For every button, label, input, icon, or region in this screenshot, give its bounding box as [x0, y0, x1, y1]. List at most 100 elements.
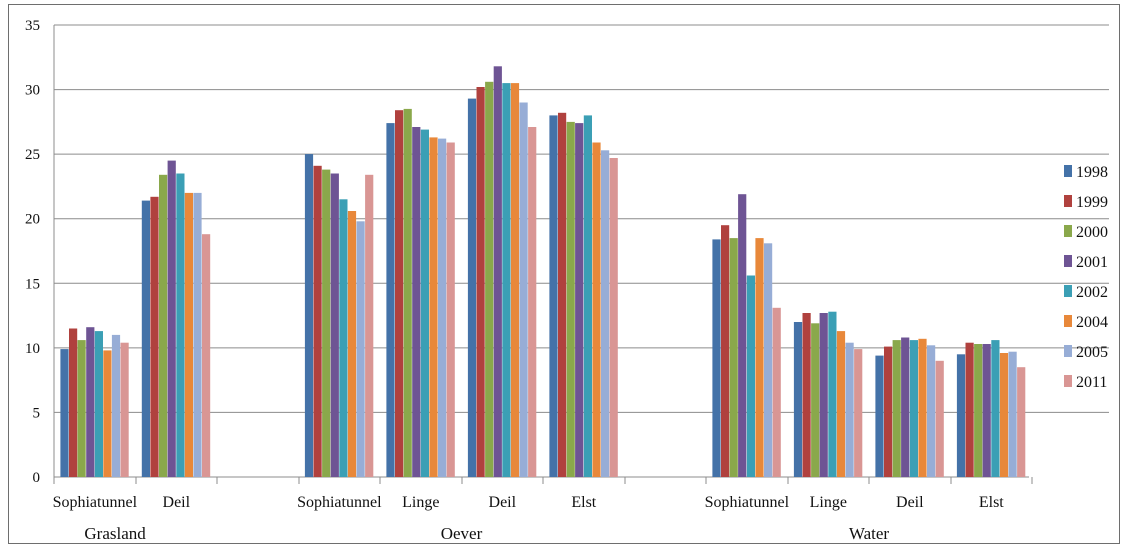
x-group-label: Water [849, 524, 889, 543]
bar-water-elst-2000 [974, 344, 983, 477]
bar-oever-deil-2000 [485, 81, 494, 478]
bar-oever-deil-2004 [510, 83, 520, 477]
bar-grasland-deil-2011 [202, 234, 211, 477]
bar-grasland-sophiatunnel-2001 [86, 327, 95, 477]
bar-water-deil-1998 [875, 355, 884, 477]
legend-swatch-2005 [1064, 345, 1072, 357]
x-category-label: Elst [979, 494, 1004, 511]
bar-water-deil-2011 [935, 360, 944, 477]
bar-oever-elst-2001 [575, 123, 584, 477]
bar-water-elst-2001 [982, 344, 991, 477]
x-group-label: Grasland [84, 524, 146, 543]
bar-oever-elst-2004 [592, 142, 601, 477]
y-tick-label: 25 [25, 147, 40, 163]
bar-oever-sophiatunnel-2001 [330, 173, 339, 477]
y-tick-label: 5 [33, 405, 41, 421]
bar-oever-linge-2000 [403, 108, 412, 478]
bar-oever-elst-2000 [566, 121, 575, 478]
y-tick-label: 0 [33, 470, 41, 486]
bar-water-sophiatunnel-2000 [729, 238, 738, 477]
bar-water-deil-2000 [892, 340, 901, 477]
bar-grasland-sophiatunnel-2011 [120, 342, 129, 477]
bar-oever-sophiatunnel-2000 [322, 169, 331, 477]
x-category-label: Deil [489, 494, 517, 511]
bar-water-linge-1999 [802, 313, 811, 477]
bar-water-linge-2000 [811, 323, 820, 477]
chart-frame: 0 5 10 15 20 25 30 35 Sophiatunnel Deil Sophiatunn… [8, 4, 1120, 544]
bar-grasland-deil-1998 [141, 200, 150, 477]
legend-label: 1998 [1076, 164, 1108, 181]
bar-grasland-sophiatunnel-1998 [60, 349, 69, 477]
bar-grasland-deil-2000 [159, 174, 168, 478]
bar-oever-elst-1998 [549, 115, 558, 478]
bar-oever-deil-1999 [476, 87, 485, 477]
bar-oever-linge-1998 [386, 123, 395, 477]
legend-swatch-1998 [1064, 165, 1072, 177]
bar-oever-deil-2001 [493, 66, 502, 478]
bar-oever-elst-2005 [601, 150, 610, 478]
bar-grasland-sophiatunnel-2005 [111, 334, 121, 477]
bar-oever-sophiatunnel-2004 [347, 211, 357, 477]
y-tick-label: 10 [25, 341, 40, 357]
legend-swatch-1999 [1064, 195, 1072, 207]
bar-water-sophiatunnel-1998 [712, 239, 721, 477]
bar-water-sophiatunnel-1999 [721, 225, 730, 477]
x-category-label: Elst [571, 494, 596, 511]
x-category-label: Sophiatunnel [705, 494, 790, 511]
y-tick-label: 35 [25, 18, 40, 34]
bar-oever-deil-2011 [528, 127, 537, 477]
bar-grasland-sophiatunnel-2002 [94, 331, 103, 477]
y-tick-label: 30 [25, 83, 40, 99]
legend-swatch-2001 [1064, 255, 1072, 267]
bar-water-elst-2004 [999, 353, 1009, 477]
bar-water-linge-1998 [793, 322, 803, 477]
x-category-label: Deil [163, 494, 191, 511]
y-tick-label: 20 [25, 212, 40, 228]
x-group-label: Oever [441, 524, 483, 543]
bar-grasland-sophiatunnel-1999 [69, 328, 78, 477]
bar-grasland-sophiatunnel-2004 [103, 350, 112, 477]
x-category-label: Sophiatunnel [297, 494, 382, 511]
x-category-label: Sophiatunnel [53, 494, 138, 511]
bar-oever-elst-1999 [558, 112, 567, 478]
bar-water-sophiatunnel-2011 [772, 307, 781, 477]
legend-label: 2001 [1076, 254, 1108, 271]
bar-water-elst-1998 [956, 354, 966, 477]
x-category-label: Deil [896, 494, 924, 511]
bar-oever-sophiatunnel-2002 [339, 199, 348, 478]
bar-grasland-deil-2002 [176, 173, 185, 477]
bar-oever-elst-2002 [583, 115, 592, 478]
x-category-label: Linge [402, 494, 439, 511]
bar-grasland-sophiatunnel-2000 [77, 340, 86, 477]
legend-label: 2005 [1076, 344, 1108, 361]
bar-water-deil-2002 [909, 340, 918, 477]
bar-water-linge-2004 [836, 331, 846, 477]
bar-chart: 0 5 10 15 20 25 30 35 Sophiatunnel Deil Sophiatunn… [25, 18, 1109, 543]
bar-water-elst-1999 [965, 342, 974, 477]
legend-label: 1999 [1076, 194, 1108, 211]
bar-water-elst-2002 [991, 340, 1000, 477]
bar-water-deil-2001 [901, 337, 910, 477]
bar-water-linge-2001 [819, 313, 828, 477]
legend-swatch-2011 [1064, 375, 1072, 387]
bar-grasland-deil-2005 [193, 192, 202, 477]
bar-oever-sophiatunnel-2005 [356, 221, 365, 477]
bar-water-linge-2011 [854, 349, 863, 477]
legend-label: 2000 [1076, 224, 1108, 241]
bar-water-sophiatunnel-2004 [755, 238, 764, 477]
bar-water-sophiatunnel-2001 [738, 194, 747, 477]
bar-water-elst-2005 [1008, 351, 1017, 477]
bar-oever-elst-2011 [609, 158, 618, 477]
legend-swatch-2004 [1064, 315, 1072, 327]
y-tick-label: 15 [25, 276, 40, 292]
legend-swatch-2002 [1064, 285, 1072, 297]
bar-water-sophiatunnel-2002 [746, 275, 755, 477]
bar-water-deil-2005 [927, 345, 936, 477]
bar-grasland-deil-1999 [150, 196, 159, 478]
bar-oever-sophiatunnel-1999 [313, 165, 322, 478]
bar-oever-linge-2011 [446, 142, 455, 477]
bar-oever-linge-2005 [438, 138, 447, 477]
bar-oever-linge-2002 [420, 129, 429, 477]
bar-oever-linge-1999 [395, 110, 404, 477]
bar-oever-sophiatunnel-2011 [365, 174, 374, 478]
